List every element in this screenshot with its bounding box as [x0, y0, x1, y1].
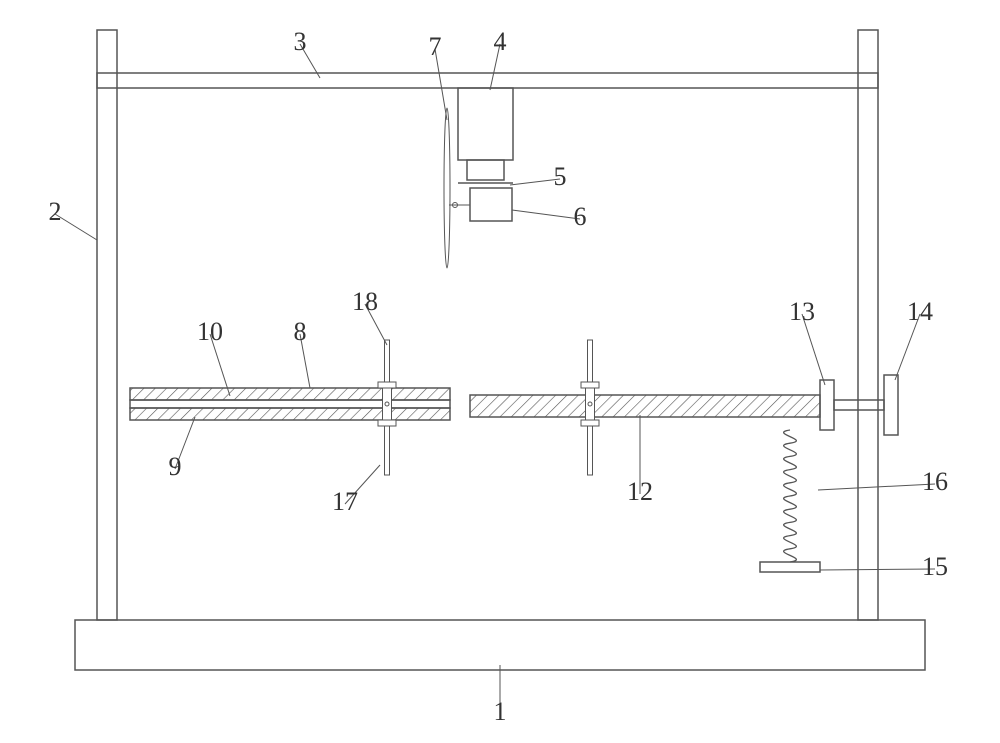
label-10: 10 — [197, 317, 223, 346]
label-2: 2 — [49, 197, 62, 226]
label-13: 13 — [789, 297, 815, 326]
schematic-svg: 1234567891012131415161718 — [0, 0, 1000, 743]
label-16: 16 — [922, 467, 948, 496]
parts — [75, 30, 925, 670]
label-4: 4 — [494, 27, 507, 56]
label-6: 6 — [574, 202, 587, 231]
label-5: 5 — [554, 162, 567, 191]
label-9: 9 — [169, 452, 182, 481]
label-18: 18 — [352, 287, 378, 316]
label-17: 17 — [332, 487, 358, 516]
label-8: 8 — [294, 317, 307, 346]
label-7: 7 — [429, 32, 442, 61]
label-12: 12 — [627, 477, 653, 506]
label-3: 3 — [294, 27, 307, 56]
label-15: 15 — [922, 552, 948, 581]
label-14: 14 — [907, 297, 933, 326]
labels: 1234567891012131415161718 — [49, 27, 949, 726]
label-1: 1 — [494, 697, 507, 726]
